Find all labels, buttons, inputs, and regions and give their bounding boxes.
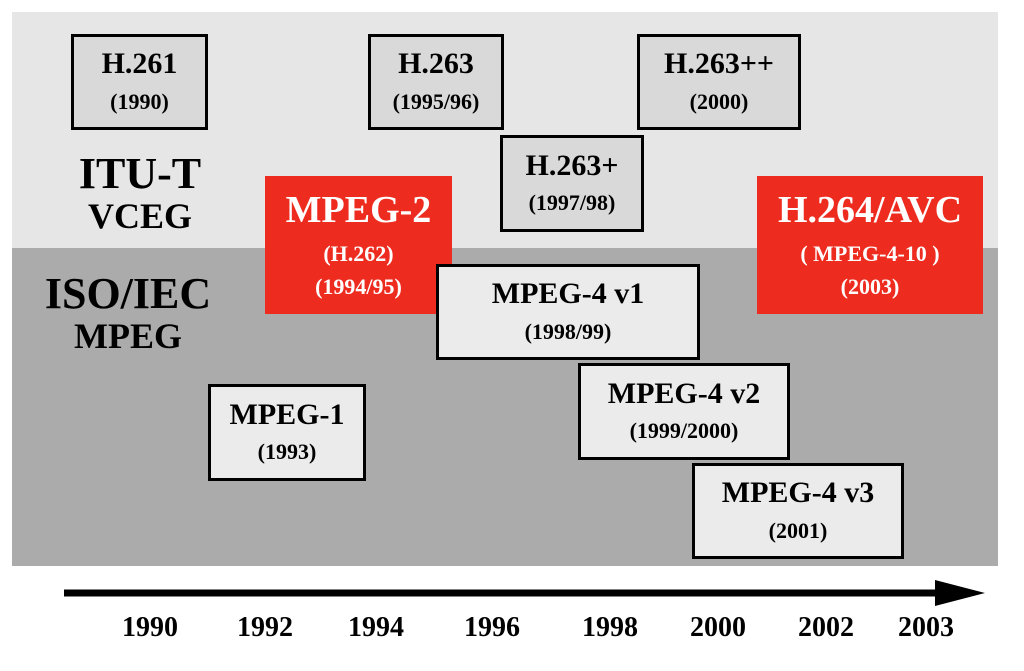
year-label-1994: 1994 (348, 612, 404, 643)
timeline-arrow (64, 580, 985, 606)
mpeg1-name: MPEG-1 (229, 397, 345, 431)
year-label-2002: 2002 (798, 612, 854, 643)
mpeg4v2-name: MPEG-4 v2 (607, 376, 761, 410)
mpeg4v3-name: MPEG-4 v3 (721, 476, 875, 510)
mpeg4v3-box: MPEG-4 v3 (2001) (692, 463, 904, 559)
mpeg4v2-date: (1999/2000) (629, 418, 739, 444)
year-label-1996: 1996 (464, 612, 520, 643)
year-label-1990: 1990 (122, 612, 178, 643)
h263-date: (1995/96) (392, 88, 480, 114)
mpeg-title: MPEG (74, 316, 182, 356)
mpeg2-alias: (H.262) (323, 241, 394, 267)
h264-date: (2003) (840, 273, 900, 299)
mpeg2-name: MPEG-2 (285, 188, 432, 231)
mpeg4v2-box: MPEG-4 v2 (1999/2000) (578, 363, 790, 460)
mpeg2-box: MPEG-2 (H.262) (1994/95) (265, 176, 452, 314)
arrow-head-icon (935, 580, 985, 606)
h263p-name: H.263+ (525, 148, 619, 182)
h263pp-name: H.263++ (663, 47, 775, 81)
mpeg4v1-name: MPEG-4 v1 (491, 277, 645, 311)
mpeg2-date: (1994/95) (315, 273, 402, 299)
year-label-1992: 1992 (237, 612, 293, 643)
mpeg4v3-date: (2001) (768, 517, 828, 543)
iso-iec-title: ISO/IEC (44, 269, 212, 318)
h263p-box: H.263+ (1997/98) (500, 135, 644, 232)
h263pp-date: (2000) (689, 88, 749, 114)
h264-box: H.264/AVC ( MPEG-4-10 ) (2003) (757, 176, 983, 314)
h263-name: H.263 (398, 47, 474, 81)
year-label-1998: 1998 (582, 612, 638, 643)
itu-t-title: ITU-T (78, 149, 202, 198)
year-label-2003: 2003 (898, 612, 954, 643)
h263pp-box: H.263++ (2000) (637, 34, 801, 130)
itu-t-label: ITU-T VCEG (50, 149, 230, 236)
year-label-2000: 2000 (690, 612, 746, 643)
mpeg1-date: (1993) (257, 439, 317, 465)
vceg-title: VCEG (87, 196, 192, 236)
h263-box: H.263 (1995/96) (368, 34, 504, 130)
h261-name: H.261 (101, 47, 178, 81)
h264-alias: ( MPEG-4-10 ) (800, 241, 940, 267)
iso-iec-label: ISO/IEC MPEG (28, 269, 228, 356)
mpeg1-box: MPEG-1 (1993) (208, 384, 366, 481)
h263p-date: (1997/98) (528, 190, 616, 216)
h264-name: H.264/AVC (777, 188, 963, 231)
h261-box: H.261 (1990) (71, 34, 208, 130)
h261-date: (1990) (110, 88, 169, 114)
mpeg4v1-box: MPEG-4 v1 (1998/99) (436, 264, 700, 360)
mpeg4v1-date: (1998/99) (524, 318, 612, 344)
